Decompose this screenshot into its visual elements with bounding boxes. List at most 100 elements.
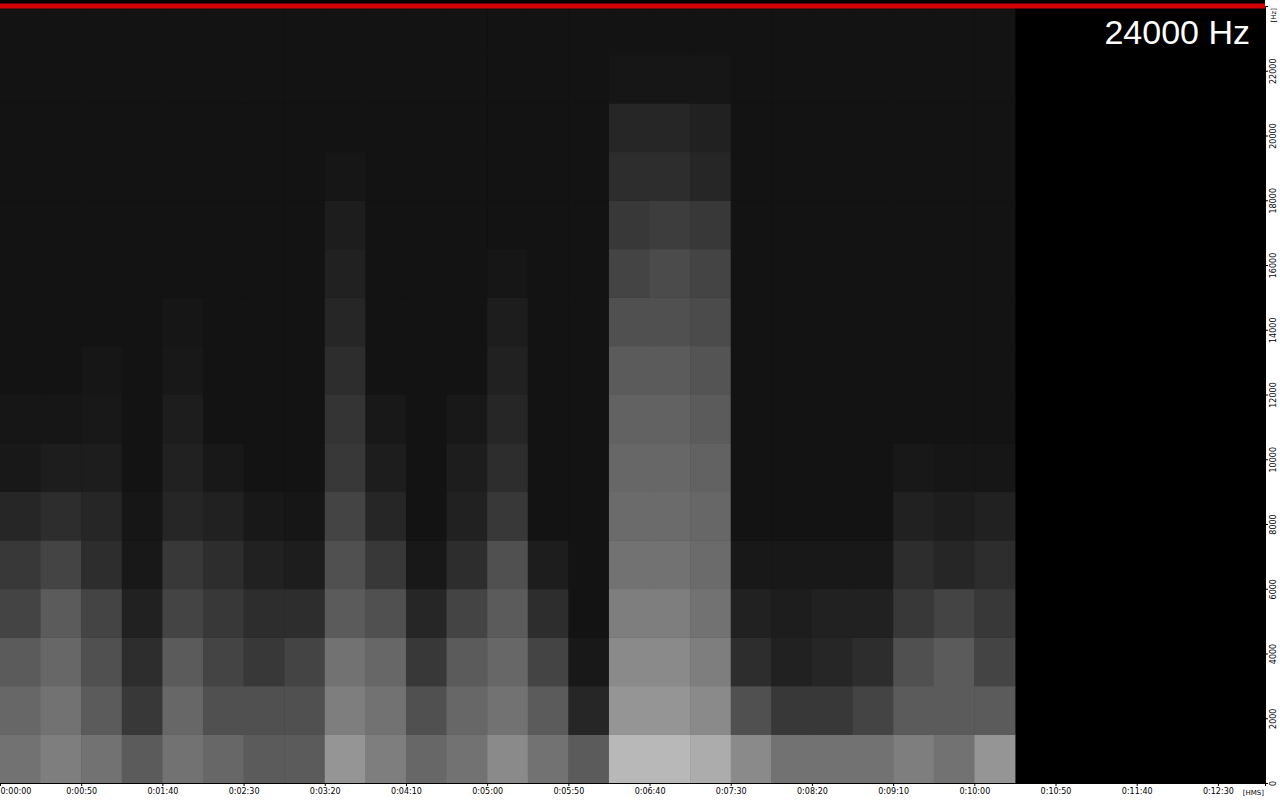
x-tick-mark — [1137, 783, 1138, 786]
spectrogram-cell — [447, 152, 488, 201]
spectrogram-cell — [203, 152, 244, 201]
spectrogram-cell — [609, 443, 650, 492]
spectrogram-cell — [974, 686, 1015, 735]
spectrogram-cell — [0, 200, 41, 249]
spectrogram-cell — [365, 540, 406, 589]
x-tick-mark — [893, 783, 894, 786]
spectrogram-cell — [568, 492, 609, 541]
spectrogram-cell — [812, 200, 853, 249]
spectrogram-cell — [690, 589, 731, 638]
y-tick-label: 12000 — [1269, 382, 1278, 407]
y-tick: 8000 — [1265, 514, 1278, 534]
spectrogram-cell — [974, 200, 1015, 249]
spectrogram-cell — [41, 297, 82, 346]
x-tick-label: 0:06:40 — [635, 787, 666, 796]
spectrogram-cell — [771, 297, 812, 346]
spectrogram-cell — [650, 734, 691, 783]
spectrogram-cell — [284, 443, 325, 492]
spectrogram-cell — [122, 540, 163, 589]
spectrogram-cell — [406, 103, 447, 152]
spectrogram-cell — [893, 297, 934, 346]
x-tick: 0:02:30 — [229, 783, 260, 796]
spectrogram-cell — [609, 249, 650, 298]
spectrogram-cell — [934, 540, 975, 589]
spectrogram-cell — [41, 103, 82, 152]
spectrogram-cell — [487, 492, 528, 541]
spectrogram-cell — [528, 443, 569, 492]
y-tick-mark — [1265, 395, 1268, 396]
spectrogram-cell — [893, 249, 934, 298]
spectrogram-cell — [528, 152, 569, 201]
spectrogram-cell — [812, 249, 853, 298]
x-tick-label: 0:07:30 — [716, 787, 747, 796]
spectrogram-cell — [81, 346, 122, 395]
spectrogram-cell — [812, 686, 853, 735]
spectrogram-cell — [325, 637, 366, 686]
spectrogram-cell — [406, 540, 447, 589]
spectrogram-cell — [812, 492, 853, 541]
spectrogram-cell — [731, 686, 772, 735]
spectrogram-cell — [365, 152, 406, 201]
spectrogram-cell — [162, 152, 203, 201]
y-tick-label: 0 — [1269, 781, 1278, 786]
spectrogram-cell — [365, 589, 406, 638]
x-tick: 0:03:20 — [310, 783, 341, 796]
y-tick-mark — [1265, 330, 1268, 331]
spectrogram-cell — [893, 540, 934, 589]
spectrogram-cell — [528, 540, 569, 589]
spectrogram-cell — [934, 152, 975, 201]
y-tick-mark — [1265, 200, 1268, 201]
spectrogram-cell — [203, 103, 244, 152]
spectrogram-cell — [812, 589, 853, 638]
x-tick-mark — [812, 783, 813, 786]
x-axis: 0:00:000:00:500:01:400:02:300:03:200:04:… — [1, 783, 1266, 796]
y-tick: 12000 — [1265, 382, 1278, 407]
y-tick-label: 8000 — [1269, 514, 1278, 534]
y-tick: 6000 — [1265, 579, 1278, 599]
spectrogram-cell — [244, 734, 285, 783]
spectrogram-cell — [284, 6, 325, 55]
spectrogram-cell — [244, 152, 285, 201]
spectrogram-cell — [41, 589, 82, 638]
spectrogram-cell — [284, 395, 325, 444]
spectrogram-cell — [609, 734, 650, 783]
spectrogram-cell — [122, 346, 163, 395]
range-marker — [0, 4, 1265, 9]
y-tick: 22000 — [1265, 59, 1278, 84]
spectrogram-cell — [244, 540, 285, 589]
spectrogram-cell — [528, 6, 569, 55]
spectrogram-cell — [771, 200, 812, 249]
spectrogram-cell — [203, 6, 244, 55]
spectrogram-cell — [853, 152, 894, 201]
spectrogram-cell — [650, 637, 691, 686]
spectrogram-cell — [162, 346, 203, 395]
spectrogram-cell — [325, 443, 366, 492]
spectrogram-cell — [690, 152, 731, 201]
spectrogram-cell — [244, 297, 285, 346]
spectrogram-cell — [934, 734, 975, 783]
spectrogram-cell — [690, 734, 731, 783]
spectrogram-cell — [690, 297, 731, 346]
y-tick-mark — [1265, 524, 1268, 525]
spectrogram-cell — [974, 103, 1015, 152]
x-tick-label: 0:05:50 — [553, 787, 584, 796]
spectrogram-cell — [853, 540, 894, 589]
spectrogram-cell — [162, 6, 203, 55]
spectrogram-cell — [447, 540, 488, 589]
spectrogram-cell — [974, 443, 1015, 492]
spectrogram-cell — [812, 152, 853, 201]
spectrogram-cell — [609, 492, 650, 541]
spectrogram-cell — [447, 734, 488, 783]
spectrogram-cell — [162, 637, 203, 686]
y-tick-label: 16000 — [1269, 253, 1278, 278]
spectrogram-cell — [609, 297, 650, 346]
spectrogram-cell — [568, 395, 609, 444]
spectrogram-cell — [203, 55, 244, 104]
spectrogram-cell — [853, 55, 894, 104]
spectrogram-cell — [812, 6, 853, 55]
spectrogram-cell — [244, 200, 285, 249]
spectrogram-cell — [81, 297, 122, 346]
spectrogram-cell — [244, 637, 285, 686]
spectrogram-cell — [609, 103, 650, 152]
x-tick-label: 0:05:00 — [472, 787, 503, 796]
